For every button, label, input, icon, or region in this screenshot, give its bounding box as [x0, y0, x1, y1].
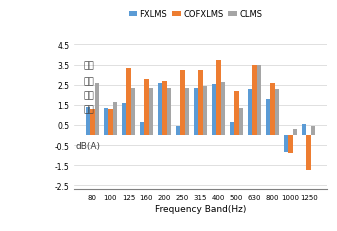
Bar [306, 135, 311, 170]
Bar [108, 109, 113, 135]
Bar [167, 88, 171, 135]
Bar [198, 70, 203, 135]
Legend: FXLMS, COFXLMS, CLMS: FXLMS, COFXLMS, CLMS [129, 10, 262, 19]
Bar [252, 65, 257, 135]
Bar [162, 81, 167, 135]
Bar [176, 126, 180, 135]
Bar [248, 89, 252, 135]
Bar [113, 102, 117, 135]
Bar [266, 99, 270, 135]
Bar [158, 83, 162, 135]
Bar [86, 107, 90, 135]
Bar [185, 88, 189, 135]
Bar [221, 82, 225, 135]
Bar [144, 79, 149, 135]
Bar [180, 70, 185, 135]
Bar [302, 124, 306, 135]
Bar [284, 135, 288, 152]
Text: 음압: 음압 [83, 91, 94, 100]
Bar [194, 88, 198, 135]
Bar [293, 129, 297, 135]
Bar [122, 103, 126, 135]
Bar [95, 83, 99, 135]
Bar [149, 88, 153, 135]
X-axis label: Frequency Band(Hz): Frequency Band(Hz) [155, 204, 246, 213]
Text: 레벨: 레벨 [83, 105, 94, 114]
Bar [212, 84, 216, 135]
Bar [257, 65, 261, 135]
Bar [275, 89, 279, 135]
Text: 소음: 소음 [83, 61, 94, 70]
Bar [104, 108, 108, 135]
Bar [140, 122, 144, 135]
Bar [239, 108, 243, 135]
Bar [216, 60, 221, 135]
Bar [131, 88, 135, 135]
Bar [203, 86, 207, 135]
Text: dB(A): dB(A) [76, 141, 101, 150]
Bar [90, 109, 95, 135]
Bar [270, 83, 275, 135]
Bar [234, 91, 239, 135]
Bar [311, 126, 315, 135]
Bar [288, 135, 293, 153]
Bar [230, 122, 234, 135]
Bar [126, 68, 131, 135]
Text: 저감: 저감 [83, 77, 94, 86]
